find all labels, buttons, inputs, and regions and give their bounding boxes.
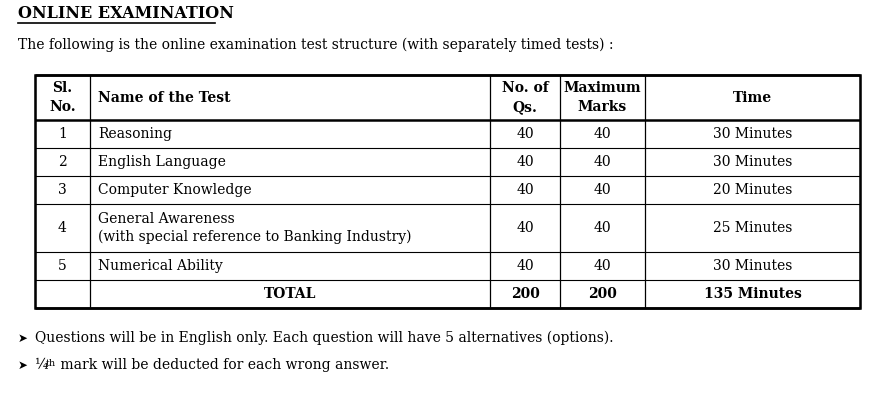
Text: 2: 2 <box>58 155 67 169</box>
Text: mark will be deducted for each wrong answer.: mark will be deducted for each wrong ans… <box>56 358 389 372</box>
Text: The following is the online examination test structure (with separately timed te: The following is the online examination … <box>18 38 614 52</box>
Text: 40: 40 <box>516 127 534 141</box>
Text: ONLINE EXAMINATION: ONLINE EXAMINATION <box>18 5 233 22</box>
Text: Questions will be in English only. Each question will have 5 alternatives (optio: Questions will be in English only. Each … <box>35 330 614 345</box>
Text: 1: 1 <box>58 127 67 141</box>
Text: General Awareness
(with special reference to Banking Industry): General Awareness (with special referenc… <box>98 211 412 244</box>
Text: 200: 200 <box>588 287 617 301</box>
Text: TOTAL: TOTAL <box>264 287 316 301</box>
Text: 40: 40 <box>516 155 534 169</box>
Text: 30 Minutes: 30 Minutes <box>713 259 792 273</box>
Text: 5: 5 <box>58 259 67 273</box>
Text: Sl.
No.: Sl. No. <box>49 81 76 114</box>
Text: th: th <box>46 359 56 368</box>
Text: Name of the Test: Name of the Test <box>98 91 231 104</box>
Text: 200: 200 <box>511 287 539 301</box>
Text: ➤: ➤ <box>18 332 28 345</box>
Text: ➤: ➤ <box>18 359 28 372</box>
Text: 25 Minutes: 25 Minutes <box>713 221 792 235</box>
Text: 20 Minutes: 20 Minutes <box>713 183 792 197</box>
Text: 40: 40 <box>516 183 534 197</box>
Text: 30 Minutes: 30 Minutes <box>713 127 792 141</box>
Text: 40: 40 <box>516 259 534 273</box>
Text: 30 Minutes: 30 Minutes <box>713 155 792 169</box>
Text: 4: 4 <box>58 221 67 235</box>
Text: 3: 3 <box>58 183 67 197</box>
Text: 40: 40 <box>593 183 611 197</box>
Text: 40: 40 <box>516 221 534 235</box>
Text: 40: 40 <box>593 259 611 273</box>
Text: Reasoning: Reasoning <box>98 127 172 141</box>
Text: Computer Knowledge: Computer Knowledge <box>98 183 251 197</box>
Text: No. of
Qs.: No. of Qs. <box>502 81 548 114</box>
Text: 135 Minutes: 135 Minutes <box>704 287 801 301</box>
Text: Time: Time <box>733 91 772 104</box>
Text: Numerical Ability: Numerical Ability <box>98 259 223 273</box>
Text: English Language: English Language <box>98 155 226 169</box>
Bar <box>35 75 860 308</box>
Text: 40: 40 <box>593 221 611 235</box>
Text: ¼: ¼ <box>35 358 48 372</box>
Text: Maximum
Marks: Maximum Marks <box>564 81 642 114</box>
Text: 40: 40 <box>593 155 611 169</box>
Text: 40: 40 <box>593 127 611 141</box>
